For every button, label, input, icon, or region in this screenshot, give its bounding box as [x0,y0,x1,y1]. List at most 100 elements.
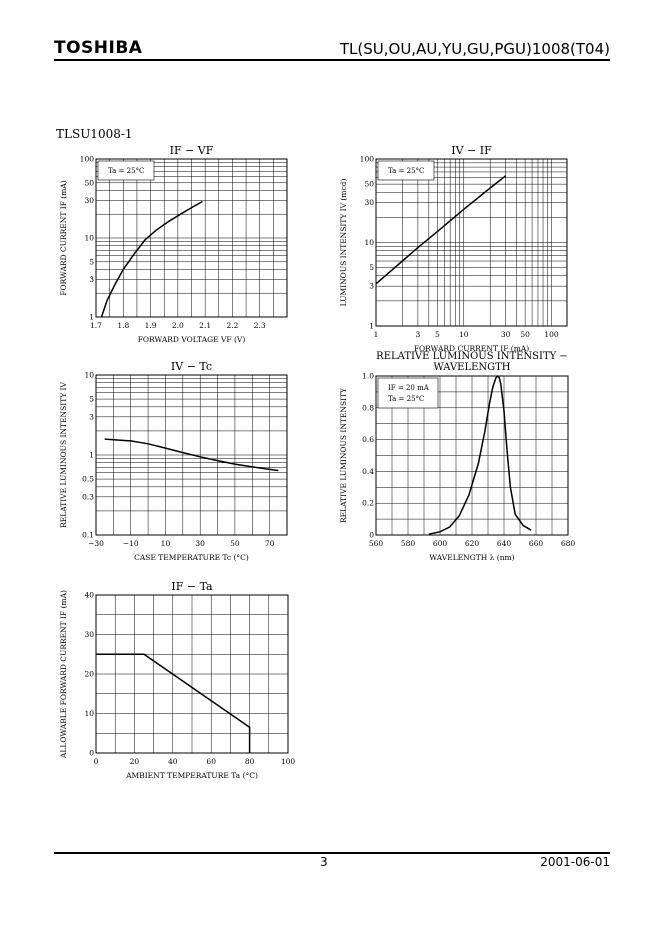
y-tick-label: 5 [89,395,94,404]
y-tick-label: 0.6 [362,435,374,444]
y-tick-label: 1 [369,322,374,331]
x-tick-label: 620 [465,539,480,548]
x-tick-label: 80 [245,757,255,766]
x-tick-label: 1.7 [90,321,102,330]
y-tick-label: 10 [84,234,94,243]
y-tick-label: 1 [89,451,94,460]
document-title: TL(SU,OU,AU,YU,GU,PGU)1008(T04) [339,40,610,58]
x-tick-label: −30 [88,539,104,548]
x-tick-label: 50 [230,539,240,548]
y-tick-label: 0.1 [82,531,94,540]
x-tick-label: 10 [459,330,469,339]
y-tick-label: 50 [84,178,94,187]
y-axis-label: ALLOWABLE FORWARD CURRENT IF (mA) [59,590,68,759]
y-tick-label: 5 [89,257,94,266]
y-tick-label: 3 [89,275,94,284]
x-tick-label: 100 [281,757,296,766]
x-axis-label: FORWARD VOLTAGE VF (V) [138,335,246,344]
series-line [100,200,203,318]
x-tick-label: 1 [374,330,379,339]
document-date: 2001-06-01 [540,855,610,869]
x-tick-label: 660 [529,539,544,548]
x-tick-label: 680 [561,539,576,548]
chart-title: IF − Ta [171,580,213,593]
y-tick-label: 30 [84,630,94,639]
condition-text: Ta = 25°C [388,167,424,175]
x-tick-label: 3 [415,330,420,339]
x-tick-label: 580 [401,539,416,548]
x-axis-label: CASE TEMPERATURE Tc (°C) [134,553,249,562]
y-tick-label: 40 [84,591,94,600]
y-tick-label: 0.2 [362,499,374,508]
x-tick-label: 560 [369,539,384,548]
y-tick-label: 20 [84,670,94,679]
y-tick-label: 10 [84,371,94,380]
condition-box [97,160,155,181]
x-tick-label: 100 [544,330,559,339]
part-number: TLSU1008-1 [56,127,133,141]
y-tick-label: 10 [84,709,94,718]
y-tick-label: 0.8 [362,403,374,412]
chart-title: IV − Tc [171,360,212,373]
x-tick-label: 10 [161,539,171,548]
y-tick-label: 100 [360,155,375,164]
series-line [375,175,507,285]
x-tick-label: 2.1 [199,321,211,330]
x-axis-label: AMBIENT TEMPERATURE Ta (°C) [125,771,258,780]
series-line [428,374,532,535]
x-tick-label: 2.0 [172,321,184,330]
x-tick-label: 60 [206,757,216,766]
x-tick-label: 2.3 [254,321,266,330]
x-tick-label: 5 [435,330,440,339]
chart-title: RELATIVE LUMINOUS INTENSITY − [376,351,568,362]
x-tick-label: 0 [94,757,99,766]
y-tick-label: 30 [364,198,374,207]
y-tick-label: 30 [84,196,94,205]
chart-title: IV − IF [451,144,492,157]
y-tick-label: 0 [89,749,94,758]
x-tick-label: 40 [168,757,178,766]
footer-rule [54,852,610,854]
y-axis-label: RELATIVE LUMINOUS INTENSITY IV [59,382,68,528]
x-tick-label: 2.2 [226,321,238,330]
x-tick-label: 20 [130,757,140,766]
y-tick-label: 3 [89,412,94,421]
y-tick-label: 3 [369,282,374,291]
x-tick-label: 640 [497,539,512,548]
brand-logo: TOSHIBA [54,38,143,58]
header-rule [54,59,610,61]
x-tick-label: 600 [433,539,448,548]
chart-subtitle: WAVELENGTH [433,362,510,373]
series-line [96,653,251,753]
condition-text: Ta = 25°C [108,167,144,175]
x-tick-label: 50 [520,330,530,339]
page-number: 3 [320,855,328,869]
condition-text: Ta = 25°C [388,395,424,403]
x-tick-label: −10 [123,539,139,548]
y-axis-label: LUMINOUS INTENSITY IV (mcd) [339,179,348,307]
series-line [104,438,279,472]
x-axis-label: FORWARD CURRENT IF (mA) [414,344,529,353]
chart-title: IF − VF [170,144,214,157]
y-tick-label: 0.4 [362,467,374,476]
y-tick-label: 100 [80,155,95,164]
y-axis-label: RELATIVE LUMINOUS INTENSITY [339,387,348,523]
x-tick-label: 1.9 [145,321,157,330]
condition-box [377,377,439,409]
x-tick-label: 30 [195,539,205,548]
condition-text: IF = 20 mA [388,384,430,392]
x-tick-label: 1.8 [117,321,129,330]
y-tick-label: 1.0 [362,372,374,381]
x-axis-label: WAVELENGTH λ (nm) [429,553,514,562]
y-tick-label: 0.5 [82,475,94,484]
y-tick-label: 50 [364,180,374,189]
x-tick-label: 70 [265,539,275,548]
y-tick-label: 5 [369,263,374,272]
x-tick-label: 30 [501,330,511,339]
y-tick-label: 0 [369,531,374,540]
